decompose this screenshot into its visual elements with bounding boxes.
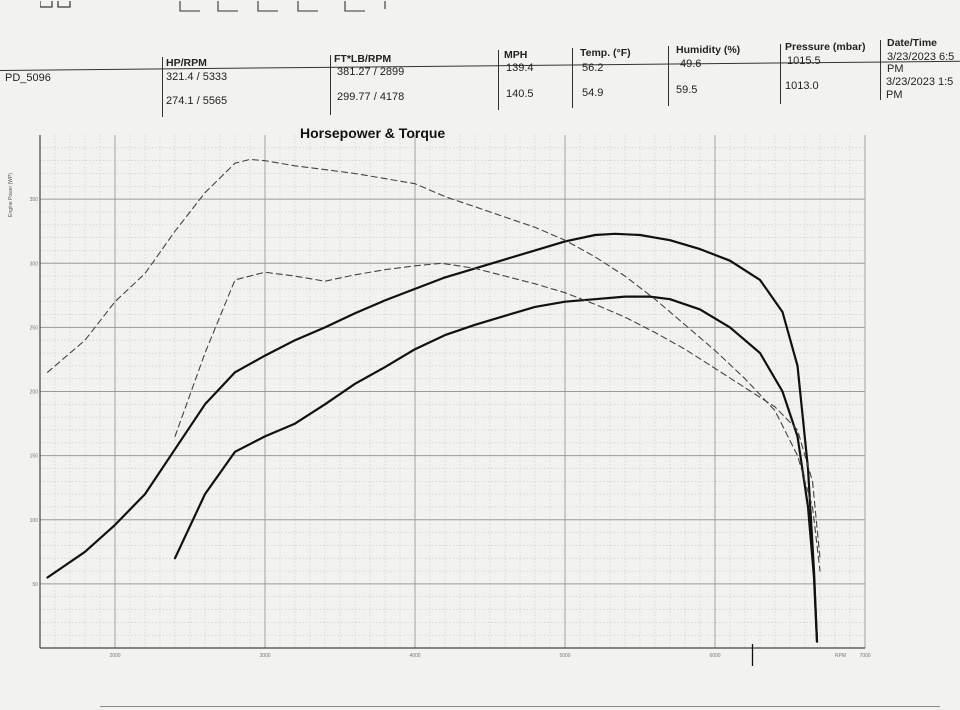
x-axis-label: RPM (835, 653, 846, 659)
x-tick-label: 4000 (409, 653, 420, 659)
row2-date-ampm: PM (886, 89, 903, 101)
x-tick-label: 3000 (259, 653, 270, 659)
hp-curve-1 (46, 232, 819, 643)
row2-humidity: 59.5 (676, 84, 698, 96)
row2-hp: 274.1 / 5565 (166, 95, 228, 107)
row1-mph: 139.4 (506, 62, 534, 74)
y-tick-label: 200 (30, 390, 39, 396)
chart-title: Horsepower & Torque (300, 125, 446, 141)
y-tick-label: 300 (30, 261, 39, 267)
row1-hp: 321.4 / 5333 (166, 71, 228, 83)
header-divider (330, 55, 331, 115)
col-datetime: Date/Time (887, 37, 937, 49)
chart-lines (46, 158, 821, 643)
chart-axes: 2000 3000 4000 5000 6000 7000 RPM 50 100 150 200 25… (8, 135, 871, 666)
header-divider (572, 48, 573, 108)
col-temp: Temp. (°F) (580, 47, 631, 59)
y-tick-label: 250 (30, 325, 39, 331)
x-tick-label: 7000 (859, 653, 870, 659)
col-pressure: Pressure (mbar) (785, 41, 866, 53)
header-divider (880, 40, 881, 100)
header-divider (668, 46, 669, 106)
chart-grid (39, 135, 866, 648)
y-axis-label: Engine Power (WP) (8, 173, 14, 217)
hp-curve-2 (173, 295, 819, 643)
x-tick-label: 2000 (109, 653, 120, 659)
y-tick-label: 350 (30, 197, 39, 203)
x-tick-label: 5000 (559, 653, 570, 659)
col-ftlb-rpm: FT*LB/RPM (334, 53, 392, 65)
torque-curve-3 (46, 158, 821, 572)
col-hp-rpm: HP/RPM (166, 57, 207, 69)
row2-temp: 54.9 (582, 87, 604, 99)
header-divider (780, 44, 781, 104)
col-humidity: Humidity (%) (676, 44, 741, 56)
y-tick-label: 100 (30, 518, 39, 524)
row2-mph: 140.5 (506, 88, 534, 100)
row1-date: 3/23/2023 6:5 (887, 51, 955, 63)
header-divider (162, 57, 163, 117)
run-id: PD_5096 (5, 72, 51, 84)
bottom-edge (100, 706, 940, 707)
torque-curve-4 (174, 262, 821, 559)
torn-strip-marks (39, 0, 386, 12)
torn-header-strip (39, 0, 400, 12)
row1-pressure: 1015.5 (787, 55, 821, 67)
y-tick-label: 150 (30, 454, 39, 460)
row2-pressure: 1013.0 (785, 80, 819, 92)
header-divider (498, 50, 499, 110)
y-tick-label: 50 (32, 582, 38, 588)
row2-date: 3/23/2023 1:5 (886, 76, 954, 88)
row1-humidity: 49.6 (680, 58, 702, 70)
row1-temp: 56.2 (582, 62, 604, 74)
x-tick-label: 6000 (709, 653, 720, 659)
col-mph: MPH (504, 49, 528, 61)
row1-date-ampm: PM (887, 63, 904, 75)
row1-torque: 381.27 / 2899 (337, 66, 405, 78)
row2-torque: 299.77 / 4178 (337, 91, 405, 103)
